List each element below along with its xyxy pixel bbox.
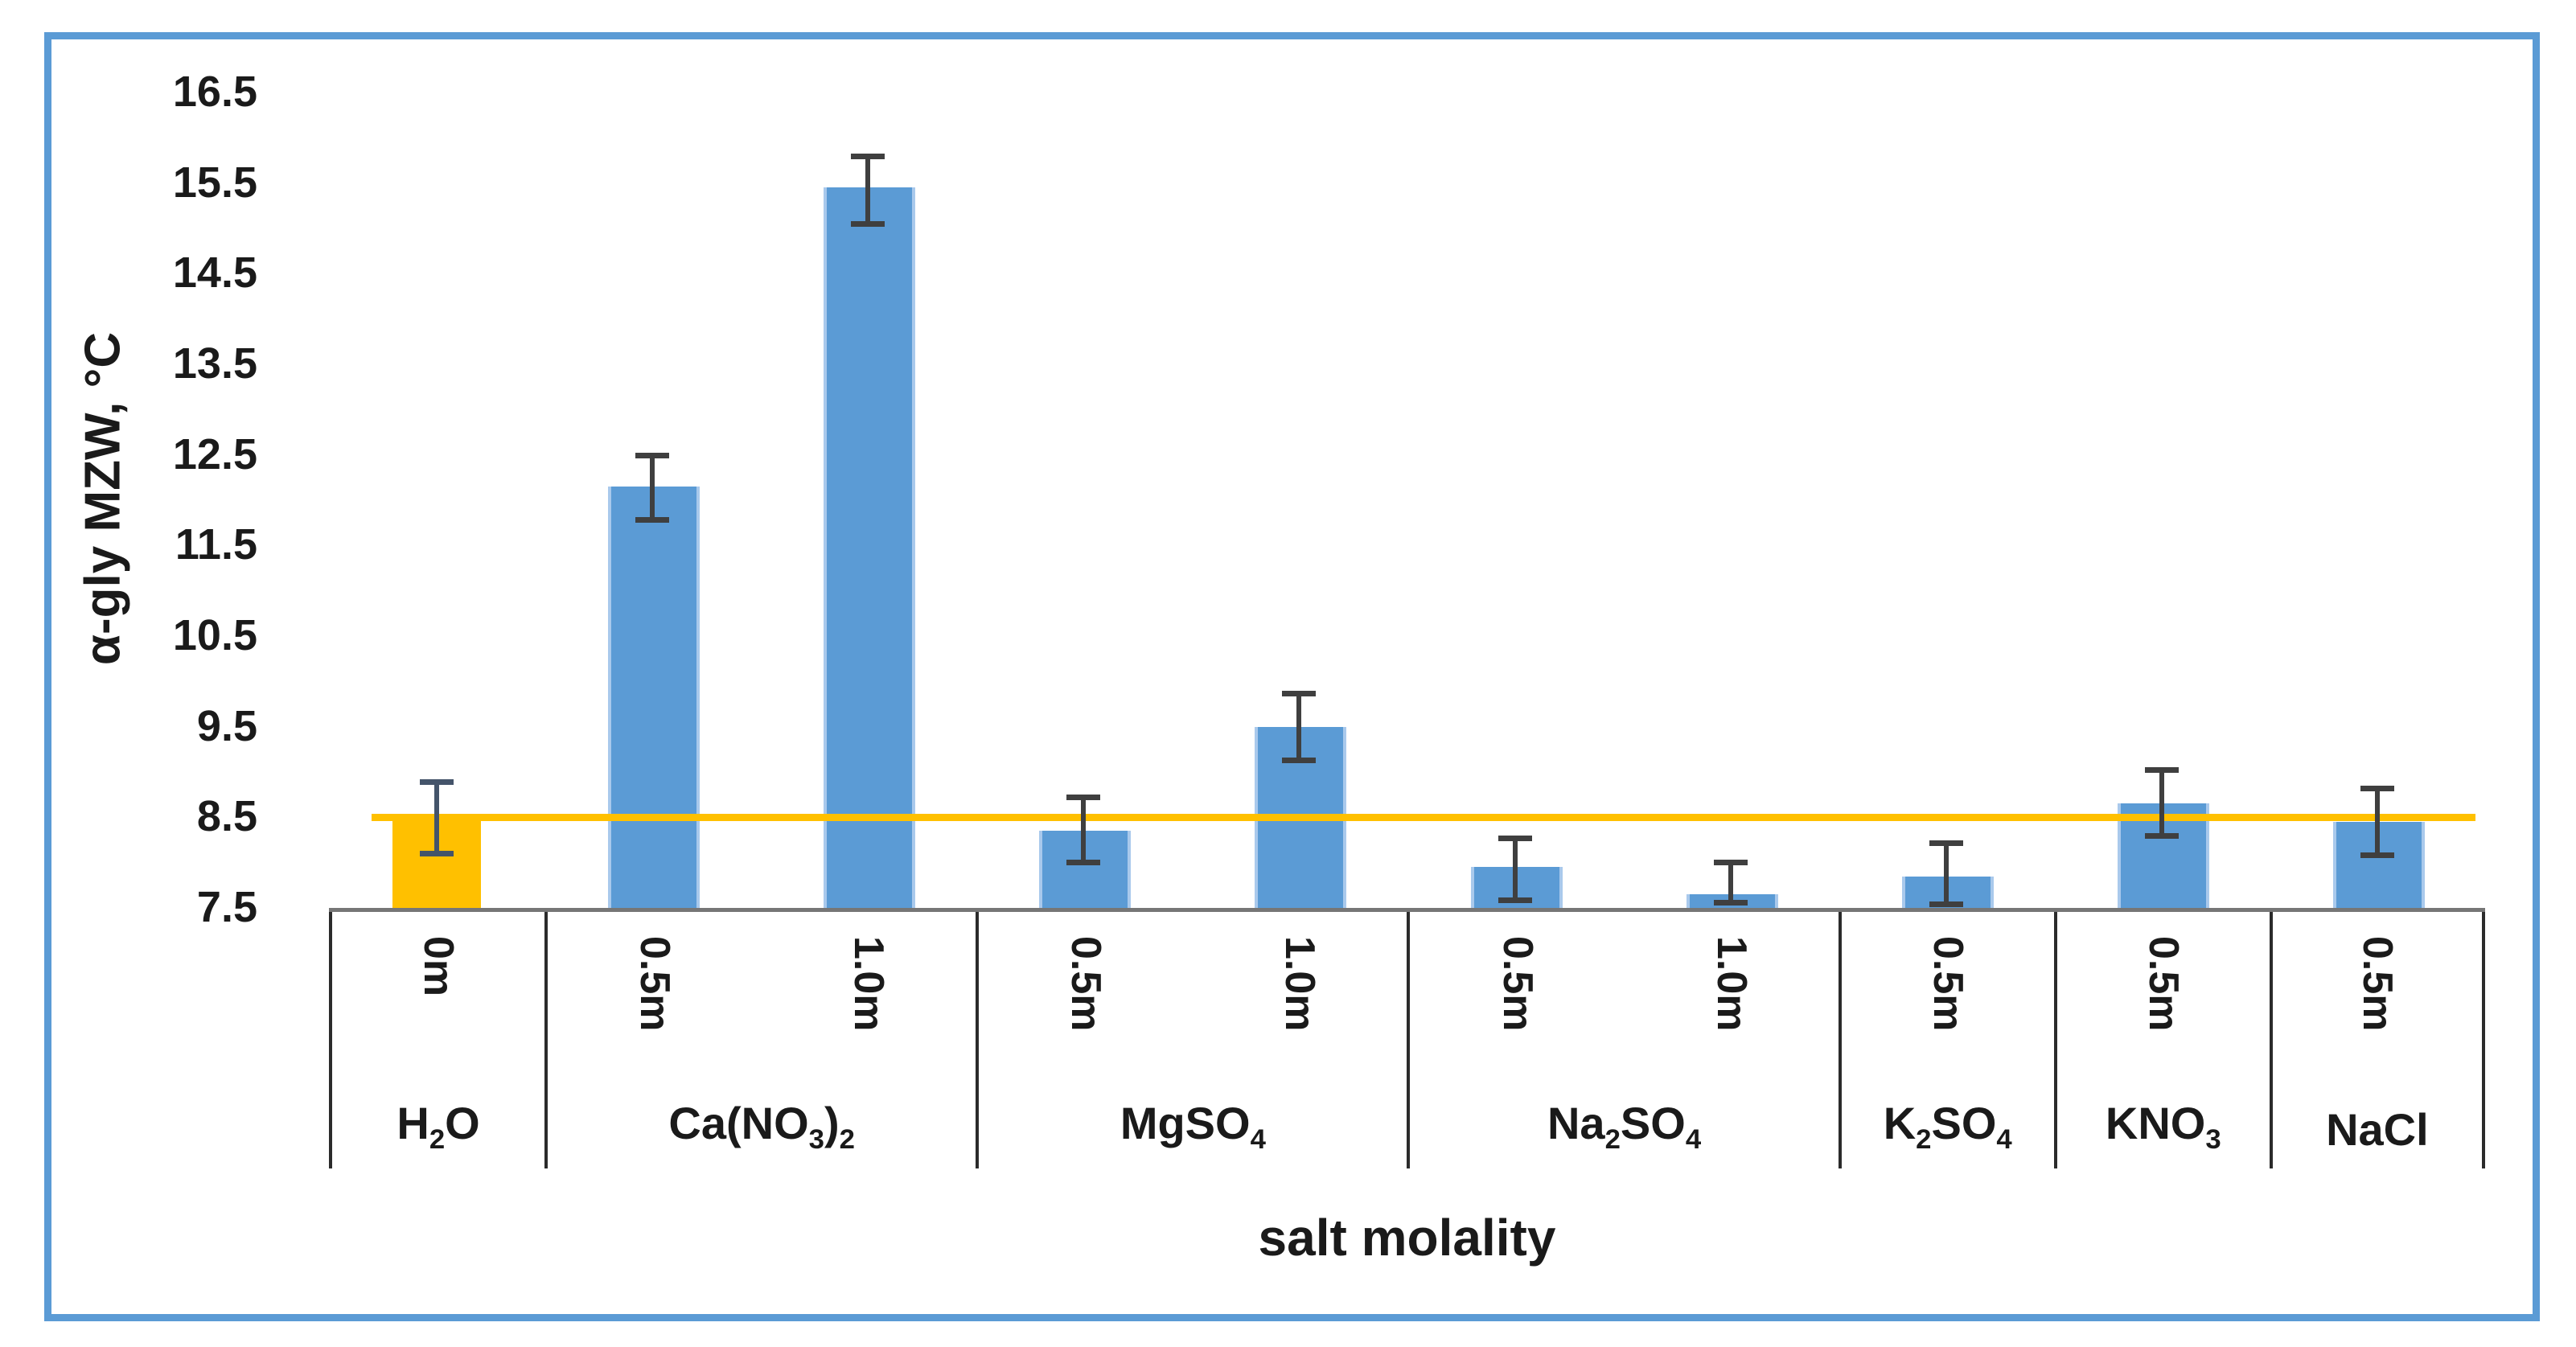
molality-label-ca-no3-2-1.0m: 1.0m	[845, 936, 893, 1032]
error-bar-stem-na2so4-0.5m	[1512, 835, 1518, 904]
y-tick-label-13.5: 13.5	[172, 339, 257, 388]
error-bar-stem-kno3-0.5m	[2159, 767, 2164, 840]
y-tick-label-7.5: 7.5	[196, 883, 257, 931]
molality-label-kno3-0.5m: 0.5m	[2139, 936, 2187, 1032]
error-bar-cap-top-nacl-0.5m	[2360, 785, 2394, 791]
error-bar-cap-bottom-ca-no3-2-0.5m	[635, 517, 670, 524]
y-tick-label-12.5: 12.5	[172, 429, 257, 478]
error-bar-stem-na2so4-1.0m	[1728, 860, 1733, 906]
y-tick-label-15.5: 15.5	[172, 158, 257, 207]
y-tick-label-16.5: 16.5	[172, 68, 257, 117]
y-tick-label-10.5: 10.5	[172, 611, 257, 660]
y-tick-label-9.5: 9.5	[196, 701, 257, 750]
salt-label-nacl: NaCl	[2326, 1104, 2429, 1155]
error-bar-cap-top-k2so4-0.5m	[1929, 840, 1963, 846]
error-bar-cap-top-kno3-0.5m	[2144, 767, 2179, 774]
error-bar-cap-bottom-nacl-0.5m	[2360, 852, 2394, 859]
salt-label-k2so4: K2SO4	[1883, 1097, 2012, 1155]
error-bar-stem-k2so4-0.5m	[1943, 840, 1949, 907]
error-bar-stem-mgso4-1.0m	[1296, 690, 1302, 763]
category-axis-table: 0m H2O 0.5m 1.0m Ca(NO3)2 0.5m 1.0m MgSO4 0.5m 1.…	[329, 908, 2485, 1168]
error-bar-cap-top-na2so4-0.5m	[1498, 835, 1532, 841]
error-bar-cap-bottom-na2so4-0.5m	[1498, 897, 1532, 904]
salt-group-nacl: 0.5m NaCl	[2269, 912, 2485, 1168]
molality-label-mgso4-0.5m: 0.5m	[1062, 936, 1110, 1032]
error-bar-cap-top-mgso4-1.0m	[1282, 690, 1317, 696]
chart-outer-border	[44, 32, 2540, 1321]
molality-label-na2so4-1.0m: 1.0m	[1707, 936, 1755, 1032]
y-tick-label-8.5: 8.5	[196, 792, 257, 841]
plot-area	[329, 72, 2485, 908]
error-bar-stem-nacl-0.5m	[2374, 785, 2380, 859]
bar-ca-no3-2-0.5m	[608, 487, 700, 908]
error-bar-cap-bottom-mgso4-1.0m	[1282, 757, 1317, 763]
salt-group-mgso4: 0.5m 1.0m MgSO4	[976, 912, 1407, 1168]
molality-label-h2o-0m: 0m	[415, 936, 462, 997]
salt-group-na2so4: 0.5m 1.0m Na2SO4	[1407, 912, 1838, 1168]
bar-ca-no3-2-1.0m	[824, 187, 916, 908]
salt-label-h2o: H2O	[396, 1097, 480, 1155]
error-bar-cap-top-ca-no3-2-1.0m	[851, 153, 885, 159]
salt-label-na2so4: Na2SO4	[1547, 1097, 1702, 1155]
error-bar-stem-ca-no3-2-0.5m	[650, 453, 655, 524]
salt-group-h2o: 0m H2O	[329, 912, 544, 1168]
error-bar-cap-top-h2o-0m	[420, 779, 454, 786]
error-bar-cap-bottom-ca-no3-2-1.0m	[851, 220, 885, 227]
x-axis-title: salt molality	[1258, 1209, 1556, 1267]
y-tick-label-11.5: 11.5	[175, 520, 257, 569]
reference-line-water-level	[372, 814, 2475, 822]
error-bar-cap-top-na2so4-1.0m	[1713, 860, 1748, 866]
salt-group-k2so4: 0.5m K2SO4	[1838, 912, 2054, 1168]
error-bar-cap-bottom-h2o-0m	[420, 850, 454, 856]
error-bar-cap-top-mgso4-0.5m	[1066, 795, 1101, 801]
y-tick-label-14.5: 14.5	[172, 248, 257, 298]
molality-label-k2so4-0.5m: 0.5m	[1924, 936, 1971, 1032]
error-bar-stem-mgso4-0.5m	[1081, 795, 1087, 866]
salt-group-ca-no3-2: 0.5m 1.0m Ca(NO3)2	[544, 912, 976, 1168]
error-bar-stem-ca-no3-2-1.0m	[865, 153, 871, 227]
error-bar-cap-bottom-kno3-0.5m	[2144, 833, 2179, 840]
error-bar-stem-h2o-0m	[434, 779, 440, 856]
molality-label-nacl-0.5m: 0.5m	[2353, 936, 2401, 1032]
error-bar-cap-bottom-mgso4-0.5m	[1066, 860, 1101, 866]
molality-label-ca-no3-2-0.5m: 0.5m	[631, 936, 679, 1032]
salt-group-kno3: 0.5m KNO3	[2053, 912, 2270, 1168]
error-bar-cap-bottom-k2so4-0.5m	[1929, 901, 1963, 907]
salt-label-mgso4: MgSO4	[1120, 1097, 1266, 1155]
molality-label-mgso4-1.0m: 1.0m	[1276, 936, 1324, 1032]
salt-label-kno3: KNO3	[2105, 1097, 2221, 1155]
error-bar-cap-bottom-na2so4-1.0m	[1713, 899, 1748, 906]
error-bar-cap-top-ca-no3-2-0.5m	[635, 453, 670, 459]
molality-label-na2so4-0.5m: 0.5m	[1493, 936, 1541, 1032]
salt-label-ca-no3-2: Ca(NO3)2	[668, 1097, 855, 1155]
